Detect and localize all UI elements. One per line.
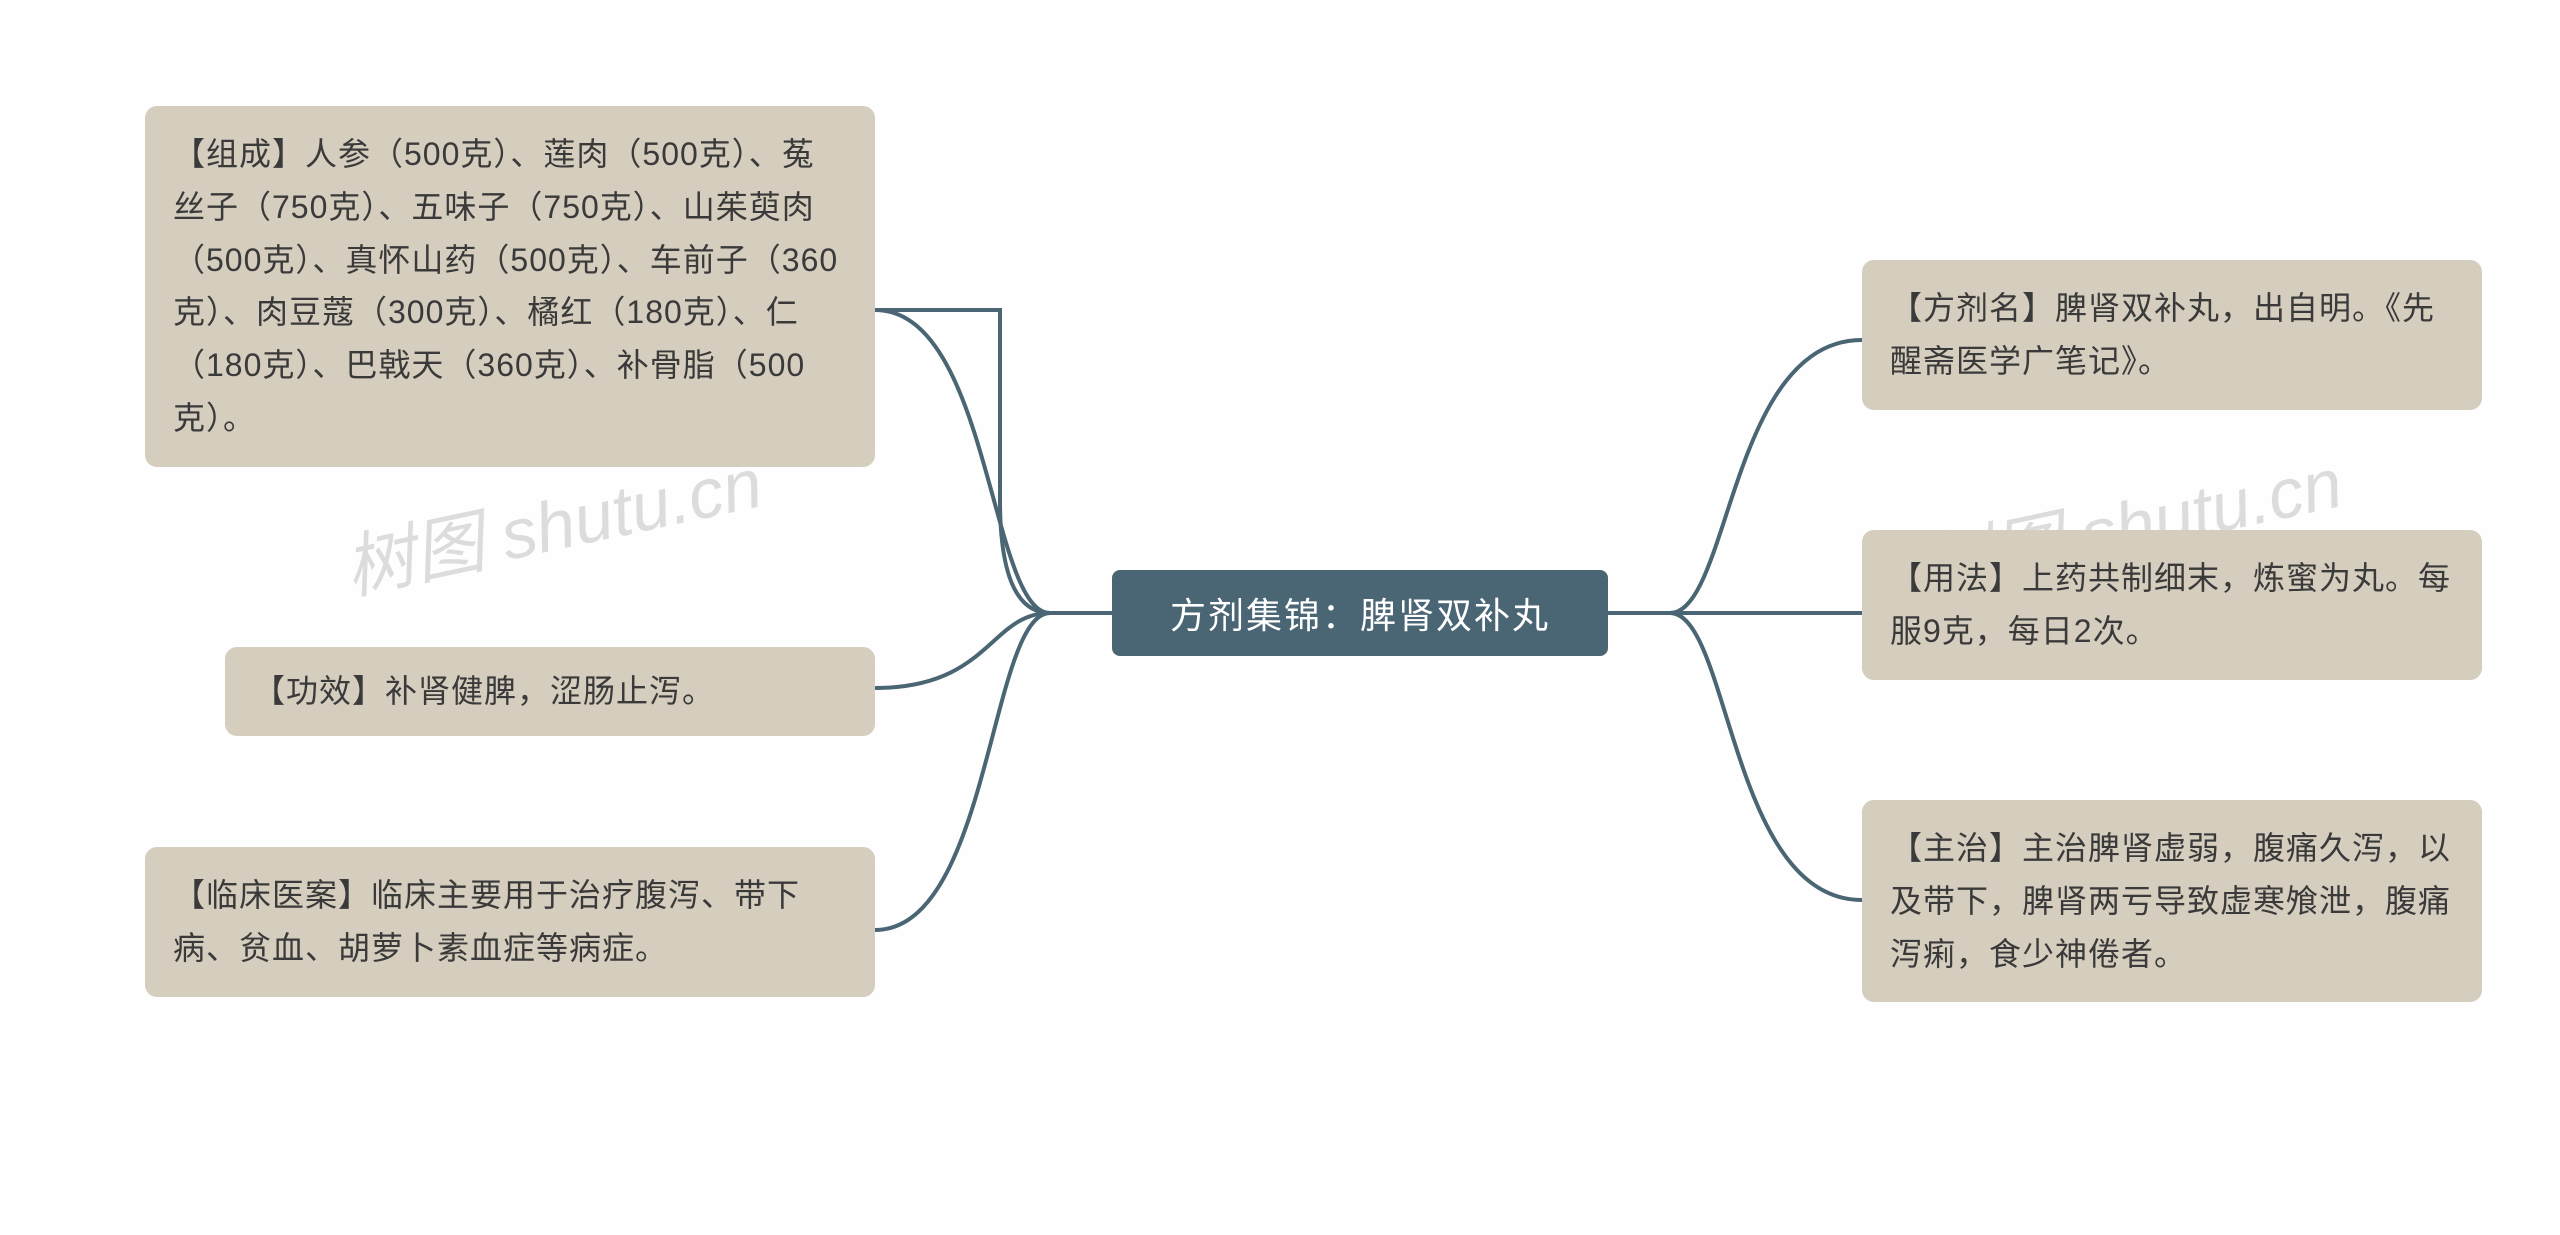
node-indication: 【主治】主治脾肾虚弱，腹痛久泻，以及带下，脾肾两亏导致虚寒飧泄，腹痛泻痢，食少神… bbox=[1862, 800, 2482, 1002]
mindmap-container: 树图 shutu.cn 树图 shutu.cn 方剂集锦：脾肾双补丸 【组成】人… bbox=[0, 0, 2560, 1235]
node-usage: 【用法】上药共制细末，炼蜜为丸。每服9克，每日2次。 bbox=[1862, 530, 2482, 680]
center-node: 方剂集锦：脾肾双补丸 bbox=[1112, 570, 1608, 656]
node-composition: 【组成】人参（500克）、莲肉（500克）、菟丝子（750克）、五味子（750克… bbox=[145, 106, 875, 467]
node-name: 【方剂名】脾肾双补丸，出自明。《先醒斋医学广笔记》。 bbox=[1862, 260, 2482, 410]
node-efficacy: 【功效】补肾健脾，涩肠止泻。 bbox=[225, 647, 875, 736]
node-clinical: 【临床医案】临床主要用于治疗腹泻、带下病、贫血、胡萝卜素血症等病症。 bbox=[145, 847, 875, 997]
